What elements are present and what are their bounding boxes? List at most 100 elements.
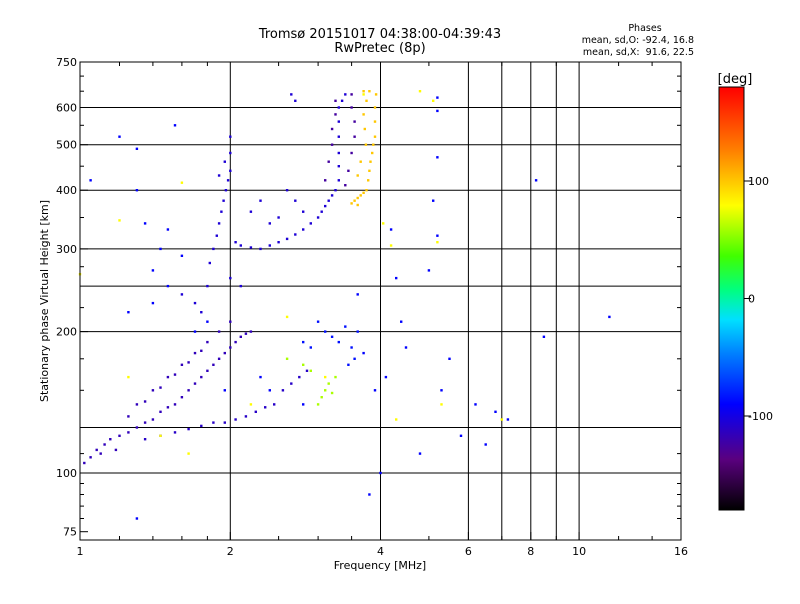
data-point — [350, 93, 353, 96]
data-point — [302, 340, 305, 344]
data-point — [356, 196, 359, 200]
colorbar-gradient — [718, 86, 745, 511]
data-point — [206, 340, 209, 344]
y-axis-label: Stationary phase Virtual Height [km] — [38, 200, 51, 402]
x-tick-label: 16 — [674, 545, 688, 558]
data-point — [448, 357, 451, 360]
y-tick-label: 600 — [56, 102, 77, 115]
points-layer — [78, 90, 611, 520]
series-group — [285, 357, 337, 406]
data-point — [244, 415, 248, 418]
data-point — [330, 194, 334, 197]
data-point — [222, 199, 225, 202]
data-point — [432, 199, 435, 202]
data-point — [353, 199, 356, 202]
data-point — [362, 351, 365, 355]
data-point — [327, 160, 330, 163]
data-point — [223, 351, 226, 355]
data-point — [143, 400, 147, 403]
series-group — [350, 90, 378, 207]
data-point — [206, 320, 209, 323]
data-point — [534, 179, 538, 182]
data-point — [330, 391, 334, 395]
data-point — [173, 403, 177, 406]
data-point — [239, 335, 242, 338]
data-point — [159, 386, 162, 389]
data-point — [212, 363, 215, 366]
data-point — [127, 415, 130, 418]
grid-layer — [80, 62, 681, 540]
data-point — [320, 396, 323, 399]
data-point — [215, 234, 218, 237]
data-point — [309, 346, 312, 349]
data-point — [337, 165, 340, 168]
data-point — [212, 247, 215, 251]
stats-heading: Phases — [628, 23, 661, 34]
data-point — [234, 340, 237, 344]
data-point — [334, 113, 337, 116]
data-point — [268, 222, 271, 225]
data-point — [330, 127, 334, 131]
data-point — [193, 351, 197, 355]
data-point — [249, 403, 253, 406]
data-point — [302, 403, 305, 406]
data-point — [400, 320, 403, 323]
data-point — [362, 113, 365, 116]
data-point — [249, 210, 253, 213]
data-point — [229, 135, 232, 138]
data-point — [432, 99, 435, 102]
data-point — [436, 156, 439, 159]
x-tick-label: 8 — [527, 545, 534, 558]
data-point — [187, 427, 190, 431]
data-point — [459, 434, 463, 437]
data-point — [264, 406, 267, 409]
data-point — [356, 293, 359, 296]
data-point — [367, 179, 370, 182]
data-point — [166, 375, 170, 379]
series-group — [89, 96, 611, 520]
data-point — [151, 301, 155, 305]
data-point — [374, 93, 378, 96]
colorbar-tick-label: 100 — [748, 175, 769, 188]
data-point — [344, 325, 347, 328]
data-point — [350, 106, 353, 109]
data-point — [223, 389, 226, 392]
data-point — [173, 431, 177, 434]
data-point — [395, 276, 398, 280]
y-tick-label: 750 — [56, 56, 77, 69]
data-point — [281, 389, 285, 392]
data-point — [290, 382, 293, 385]
data-point — [436, 109, 439, 113]
data-point — [484, 443, 487, 446]
x-axis-label: Frequency [MHz] — [334, 559, 426, 572]
stats-line-o: mean, sd,O: -92.4, 16.8 — [582, 35, 694, 46]
data-point — [350, 346, 353, 349]
data-point — [277, 241, 280, 244]
data-point — [418, 90, 422, 93]
data-point — [206, 284, 209, 288]
data-point — [229, 151, 232, 155]
data-point — [206, 369, 209, 372]
data-point — [268, 389, 271, 392]
y-tick-label: 200 — [56, 326, 77, 339]
data-point — [334, 189, 337, 192]
data-point — [356, 174, 359, 177]
data-point — [285, 237, 289, 241]
data-point — [327, 199, 330, 202]
data-point — [259, 199, 262, 202]
data-point — [143, 438, 147, 441]
data-point — [373, 135, 377, 138]
series-group — [143, 369, 309, 441]
data-point — [180, 181, 184, 184]
data-point — [229, 320, 232, 323]
data-point — [249, 246, 253, 249]
data-point — [494, 410, 497, 413]
data-point — [359, 160, 362, 163]
data-point — [337, 120, 340, 123]
data-point — [217, 174, 221, 177]
data-point — [151, 418, 155, 421]
data-point — [389, 244, 393, 247]
data-point — [114, 448, 118, 452]
data-point — [259, 375, 262, 379]
data-point — [127, 375, 130, 379]
